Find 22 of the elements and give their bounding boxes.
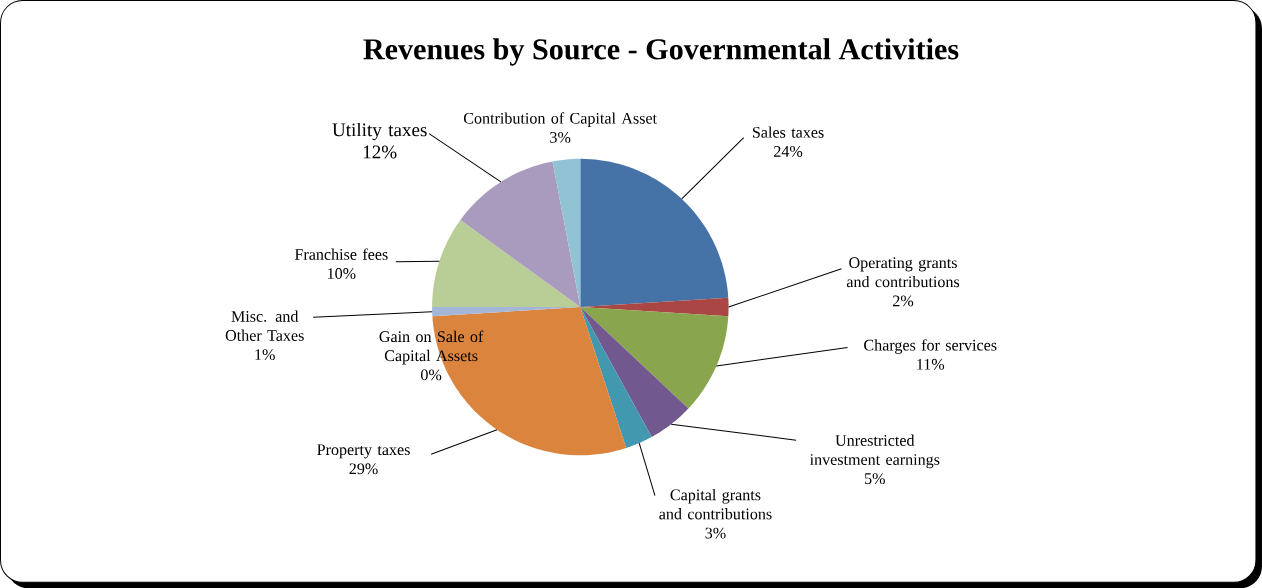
slice-label: Franchise fees bbox=[294, 248, 388, 260]
data-label: 3% bbox=[550, 131, 571, 143]
slice-label: Unrestricted investment earnings bbox=[809, 434, 940, 469]
slice-label: Contribution of Capital Asset bbox=[463, 112, 657, 127]
data-label: 2% bbox=[893, 295, 914, 307]
slice-label: Charges for services bbox=[864, 338, 997, 354]
data-label: 11% bbox=[917, 358, 945, 370]
data-label: 29% bbox=[349, 463, 378, 475]
data-label: 3% bbox=[705, 527, 726, 539]
data-label: 12% bbox=[363, 145, 397, 159]
text: 0% bbox=[421, 369, 442, 381]
slice-label: Property taxes bbox=[317, 444, 410, 459]
data-label: 5% bbox=[865, 473, 885, 484]
slice-label: Operating grants and contributions bbox=[846, 257, 960, 288]
slice-label: Misc. and Other Taxes bbox=[225, 310, 304, 341]
data-label: 24% bbox=[774, 145, 803, 157]
slice-label: Sales taxes bbox=[752, 126, 824, 138]
chart-title: Revenues by Source - Governmental Activities bbox=[363, 38, 959, 66]
slice-label: Capital grants and contributions bbox=[659, 488, 772, 520]
slice-label: Utility taxes bbox=[332, 122, 427, 141]
data-label: 10% bbox=[328, 267, 356, 279]
data-label: 1% bbox=[255, 348, 275, 360]
